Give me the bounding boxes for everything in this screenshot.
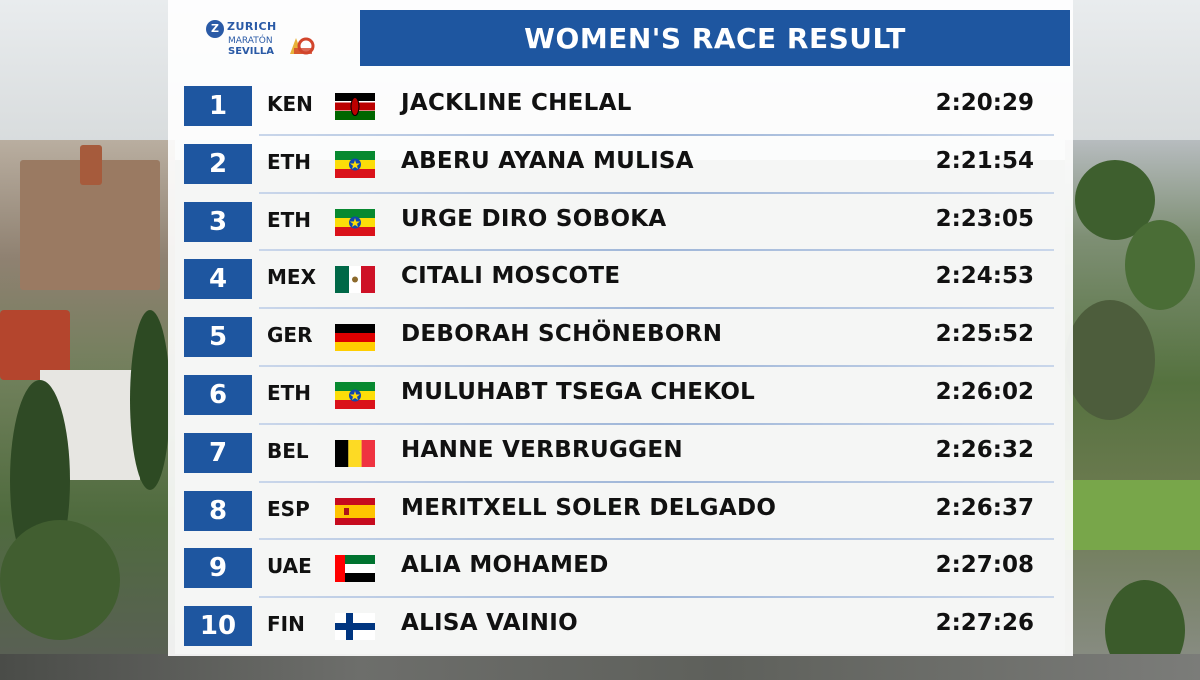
zurich-maraton-sevilla-logo: Z ZURICH MARATÓN SEVILLA (198, 10, 348, 62)
logo-line-maraton: MARATÓN (228, 36, 273, 46)
mexico-flag-icon (335, 266, 375, 294)
position-badge: 2 (184, 143, 252, 184)
finish-time: 2:27:08 (935, 552, 1034, 579)
title-bar: WOMEN'S RACE RESULT (360, 10, 1070, 66)
result-row: 5 GER DEBORAH SCHÖNEBORN 2:25:52 (184, 310, 1064, 368)
result-row: 10 FIN ALISA VAINIO 2:27:26 (184, 599, 1064, 657)
country-code: MEX (267, 265, 316, 290)
finland-flag-icon (335, 613, 375, 641)
left-cityscape (0, 140, 175, 680)
country-code: KEN (267, 92, 313, 116)
row-divider (259, 133, 1054, 136)
finish-time: 2:23:05 (935, 205, 1034, 232)
position-badge: 7 (184, 432, 252, 473)
result-row: 9 UAE ALIA MOHAMED 2:27:08 (184, 541, 1064, 599)
result-row: 6 ETH MULUHABT TSEGA CHEKOL 2:26:02 (184, 368, 1064, 426)
result-row: 2 ETH ABERU AYANA MULISA 2:21:54 (184, 137, 1064, 195)
results-panel (168, 0, 1073, 656)
finish-time: 2:24:53 (935, 263, 1034, 290)
result-row: 4 MEX CITALI MOSCOTE 2:24:53 (184, 252, 1064, 310)
ethiopia-flag-icon (335, 150, 375, 178)
country-code: ETH (267, 149, 312, 174)
position-badge: 1 (184, 86, 252, 126)
finish-time: 2:25:52 (935, 321, 1034, 348)
street-strip (0, 654, 1200, 680)
position-badge: 8 (184, 490, 252, 531)
zurich-z-icon: Z (206, 20, 224, 38)
spain-flag-icon (335, 497, 375, 525)
giralda-mark-icon (290, 37, 315, 55)
finish-time: 2:26:32 (935, 436, 1034, 463)
belgium-flag-icon (335, 439, 375, 467)
row-divider (259, 422, 1054, 425)
athlete-name: URGE DIRO SOBOKA (401, 205, 667, 232)
right-cityscape (1065, 140, 1200, 680)
athlete-name: ALIA MOHAMED (401, 552, 609, 579)
athlete-name: HANNE VERBRUGGEN (401, 436, 683, 463)
result-row: 3 ETH URGE DIRO SOBOKA 2:23:05 (184, 195, 1064, 253)
position-badge: 6 (184, 374, 252, 415)
position-badge: 5 (184, 317, 252, 358)
position-badge: 9 (184, 548, 252, 589)
row-divider (259, 191, 1054, 194)
row-divider (259, 596, 1054, 599)
results-list: 1 KEN JACKLINE CHELAL 2:20:29 2 ETH ABER… (184, 79, 1064, 657)
page-title: WOMEN'S RACE RESULT (524, 21, 906, 55)
country-code: UAE (267, 554, 312, 579)
country-code: ETH (267, 207, 312, 232)
position-badge: 3 (184, 201, 252, 242)
logo-brand: ZURICH (227, 20, 277, 33)
finish-time: 2:26:37 (935, 494, 1034, 521)
position-badge: 4 (184, 259, 252, 300)
athlete-name: ALISA VAINIO (401, 610, 578, 637)
result-row: 7 BEL HANNE VERBRUGGEN 2:26:32 (184, 426, 1064, 484)
athlete-name: CITALI MOSCOTE (401, 263, 621, 290)
row-divider (259, 249, 1054, 252)
row-divider (259, 364, 1054, 367)
country-code: ETH (267, 380, 312, 405)
logo-line-sevilla: SEVILLA (228, 46, 274, 57)
position-badge: 10 (184, 606, 252, 647)
finish-time: 2:26:02 (935, 378, 1034, 405)
country-code: GER (267, 323, 313, 348)
uae-flag-icon (335, 555, 375, 583)
athlete-name: DEBORAH SCHÖNEBORN (401, 321, 723, 348)
ethiopia-flag-icon (335, 381, 375, 409)
country-code: FIN (267, 612, 305, 637)
country-code: BEL (267, 438, 309, 463)
athlete-name: JACKLINE CHELAL (401, 90, 632, 116)
athlete-name: ABERU AYANA MULISA (401, 147, 694, 174)
row-divider (259, 307, 1054, 310)
result-row: 1 KEN JACKLINE CHELAL 2:20:29 (184, 79, 1064, 137)
athlete-name: MERITXELL SOLER DELGADO (401, 494, 777, 521)
germany-flag-icon (335, 324, 375, 352)
country-code: ESP (267, 496, 310, 521)
ethiopia-flag-icon (335, 208, 375, 236)
result-row: 8 ESP MERITXELL SOLER DELGADO 2:26:37 (184, 484, 1064, 542)
row-divider (259, 480, 1054, 483)
athlete-name: MULUHABT TSEGA CHEKOL (401, 378, 756, 405)
kenya-flag-icon (335, 93, 375, 120)
finish-time: 2:21:54 (935, 147, 1034, 174)
row-divider (259, 538, 1054, 541)
finish-time: 2:27:26 (935, 610, 1034, 637)
finish-time: 2:20:29 (935, 90, 1034, 116)
